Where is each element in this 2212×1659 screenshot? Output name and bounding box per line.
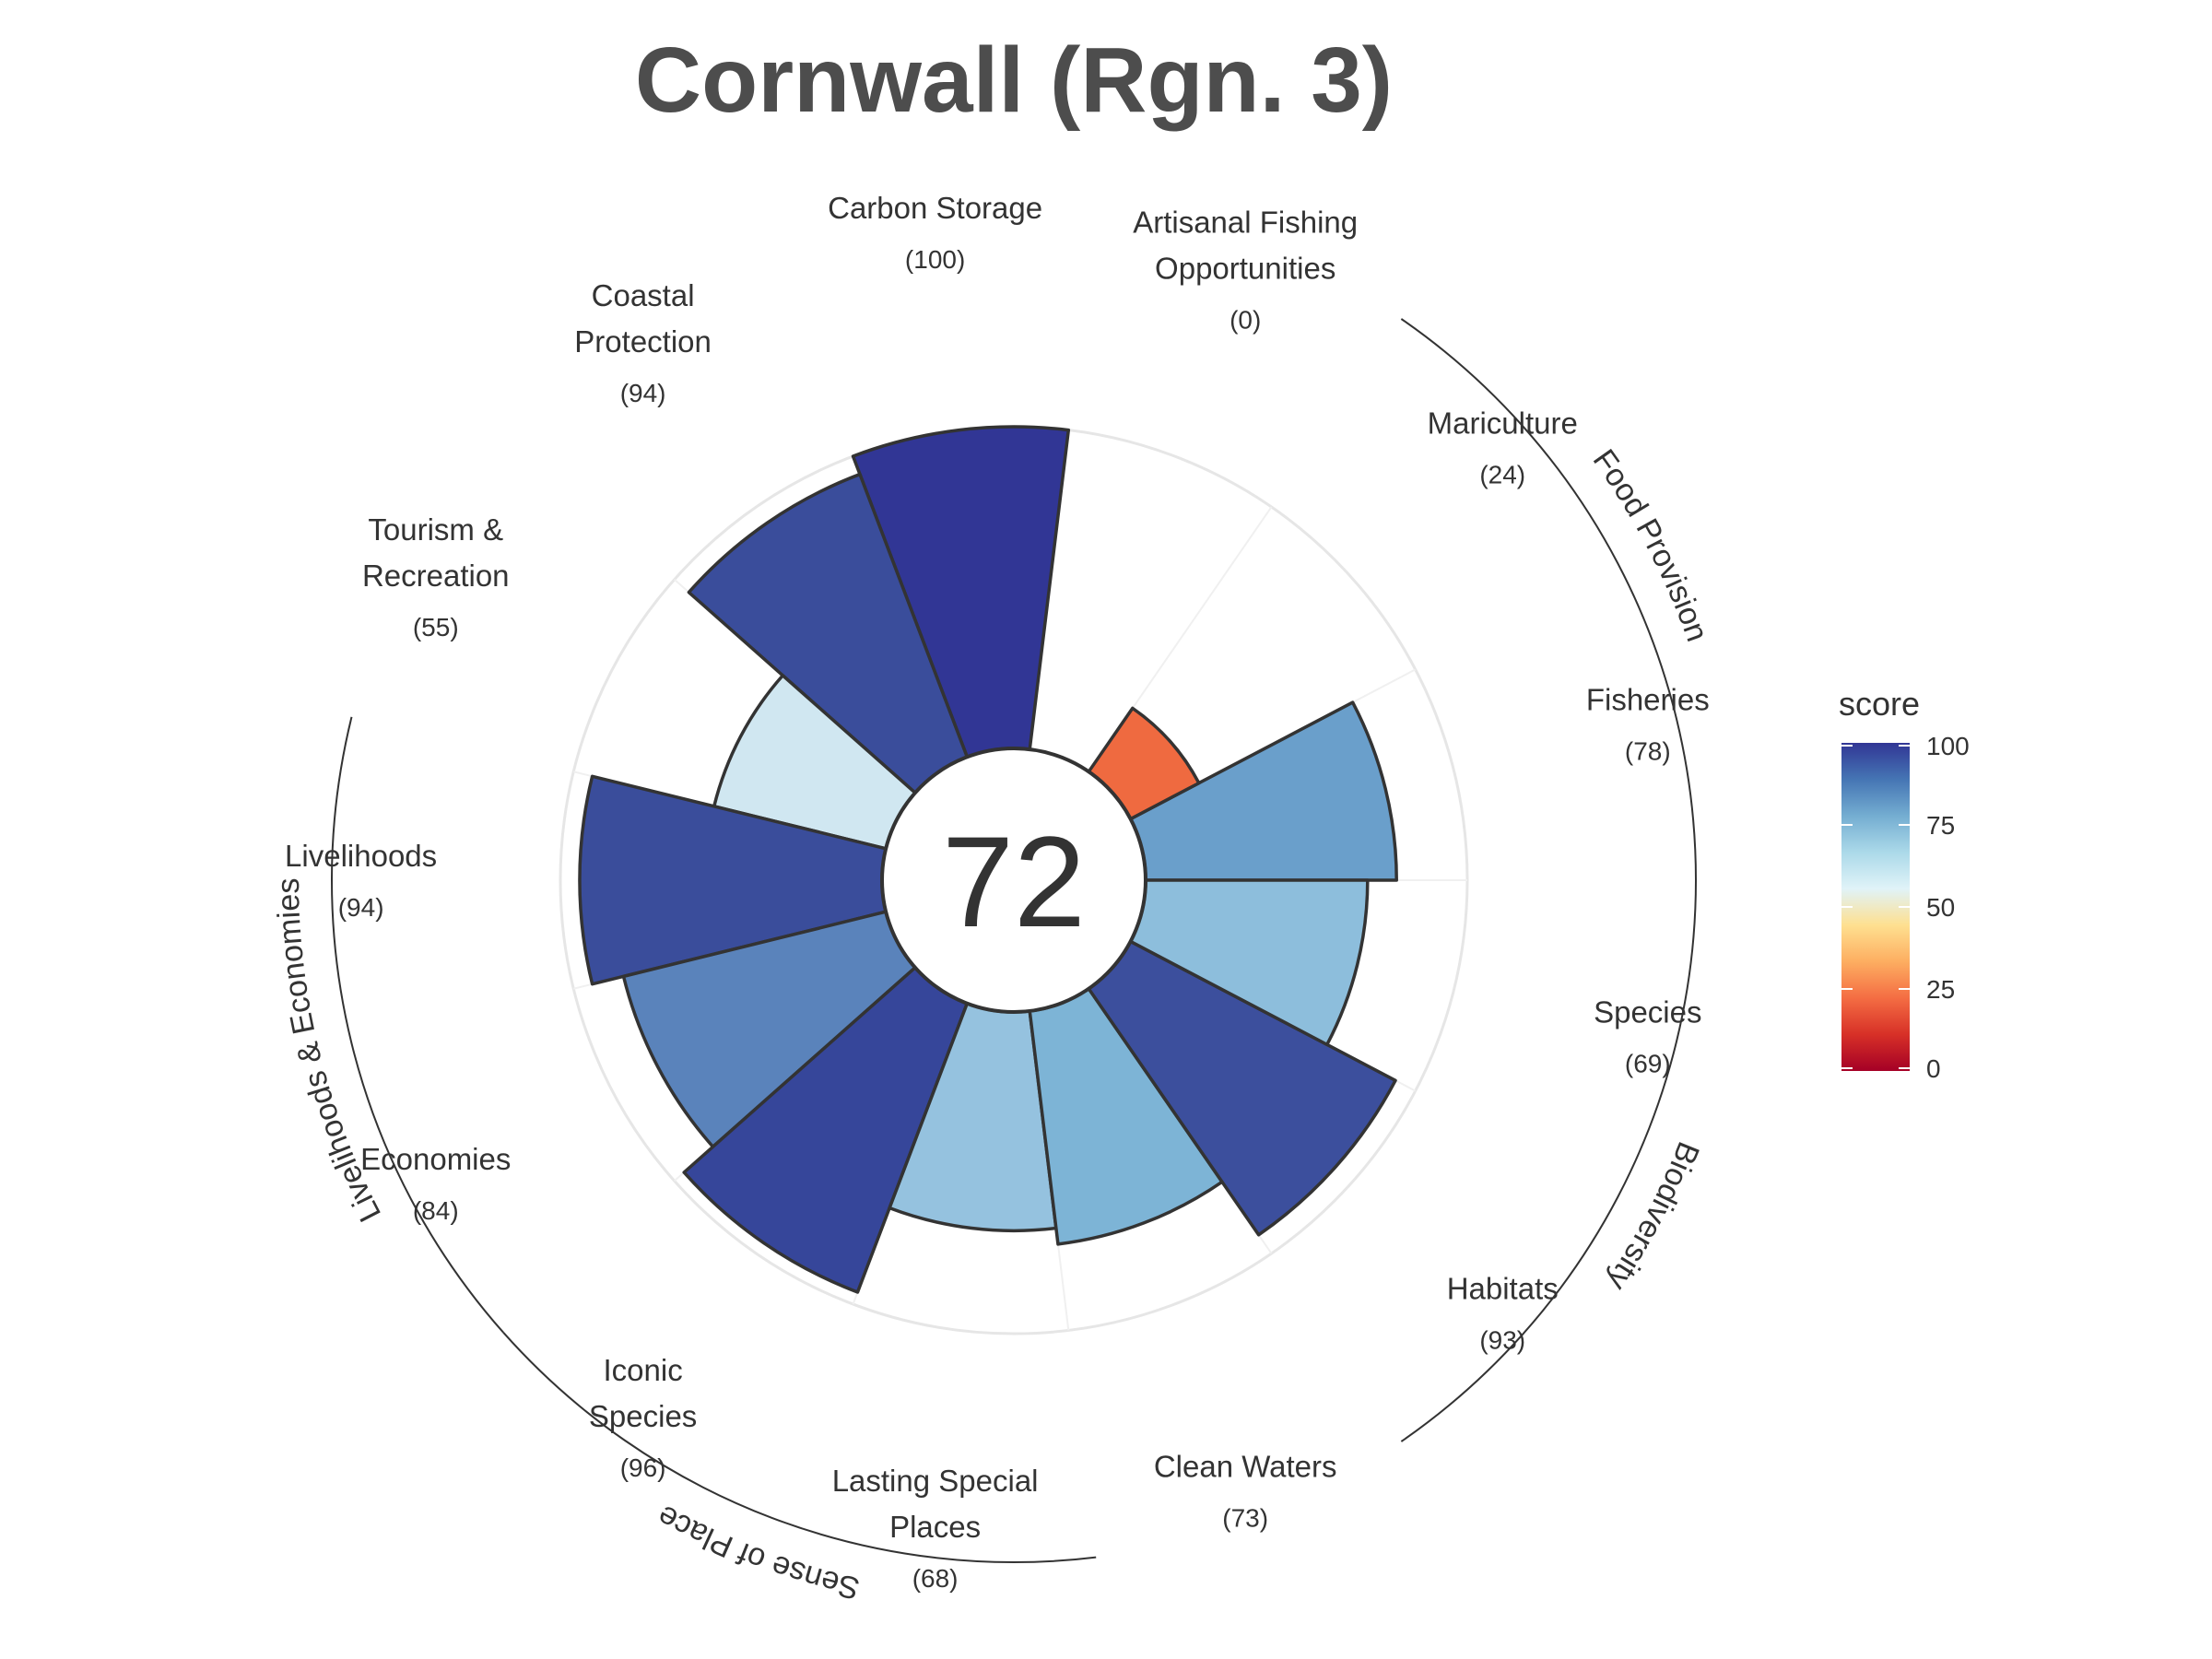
group-arc <box>331 716 504 1334</box>
goal-score-label: (94) <box>338 893 384 922</box>
goal-score-label: (55) <box>413 613 459 641</box>
goal-name-label: Opportunities <box>1155 252 1335 286</box>
goal-name-label: Livelihoods <box>285 839 437 873</box>
goal-name-label: Places <box>889 1510 981 1544</box>
goal-score-label: (24) <box>1479 460 1525 488</box>
group-label: Biodiversity <box>1600 1137 1706 1297</box>
goal-score-label: (94) <box>620 379 666 407</box>
center-circle <box>880 747 1147 1014</box>
legend-tick-label: 100 <box>1926 732 1970 760</box>
goal-name-label: Economies <box>360 1142 511 1176</box>
goal-score-label: (100) <box>905 245 965 274</box>
goal-score-label: (96) <box>620 1453 666 1482</box>
goal-score-label: (0) <box>1230 306 1261 335</box>
goal-name-label: Tourism & <box>368 512 503 547</box>
goal-name-label: Protection <box>574 324 712 359</box>
goal-name-label: Clean Waters <box>1154 1449 1337 1483</box>
group-label: Sense of Place <box>652 1498 863 1606</box>
group-arc <box>502 1332 1097 1563</box>
goal-name-label: Coastal <box>592 278 695 312</box>
legend-title: score <box>1839 685 1920 723</box>
group-arc <box>1400 879 1697 1442</box>
goal-score-label: (78) <box>1625 736 1671 765</box>
legend-tick-label: 0 <box>1926 1054 1941 1083</box>
goal-name-label: Lasting Special <box>832 1464 1039 1498</box>
goal-name-label: Recreation <box>362 559 510 593</box>
goal-score-label: (73) <box>1222 1503 1268 1532</box>
goal-name-label: Fisheries <box>1586 682 1710 716</box>
legend-tick-label: 75 <box>1926 811 1955 840</box>
legend-tick-label: 50 <box>1926 893 1955 922</box>
group-label: Food Provision <box>1586 443 1715 646</box>
goal-score-label: (84) <box>413 1196 459 1225</box>
goal-score-label: (93) <box>1479 1326 1525 1355</box>
goal-name-label: Carbon Storage <box>828 191 1042 225</box>
goal-name-label: Artisanal Fishing <box>1133 206 1358 240</box>
goal-name-label: Habitats <box>1447 1272 1559 1306</box>
group-arc <box>1400 318 1697 881</box>
legend-colorbar <box>1841 743 1910 1071</box>
chart-title: Cornwall (Rgn. 3) <box>634 29 1394 132</box>
overall-score: 72 <box>942 809 1086 954</box>
goal-score-label: (69) <box>1625 1050 1671 1078</box>
goal-name-label: Mariculture <box>1428 406 1578 440</box>
legend-tick-label: 25 <box>1926 975 1955 1004</box>
goal-name-label: Species <box>589 1399 697 1433</box>
goal-name-label: Iconic <box>603 1353 682 1387</box>
goal-score-label: (68) <box>912 1564 959 1593</box>
